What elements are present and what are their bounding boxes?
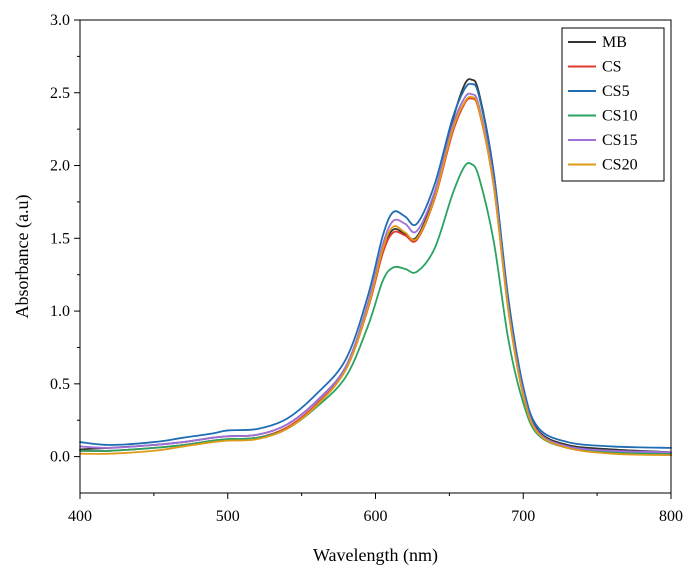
x-tick-label: 400: [68, 508, 92, 525]
y-tick-label: 3.0: [50, 12, 70, 29]
y-tick-label: 1.0: [50, 303, 70, 320]
series-line-cs10: [79, 162, 672, 455]
legend-label: CS15: [602, 132, 638, 149]
legend: MB CS CS5 CS10 CS15 CS20: [561, 27, 665, 182]
x-tick-label: 500: [216, 508, 240, 525]
legend-label: CS5: [602, 83, 630, 100]
legend-label: CS20: [602, 157, 638, 174]
series-line-cs20: [79, 95, 672, 457]
y-tick-label: 0.0: [50, 449, 70, 466]
y-axis-title: Absorbance (a.u): [12, 195, 33, 319]
legend-box: [561, 27, 665, 182]
y-tick-label: 0.5: [50, 376, 70, 393]
legend-label: CS: [602, 59, 622, 76]
axis-ticks: [74, 19, 672, 499]
x-tick-label: 600: [364, 508, 388, 525]
legend-label: MB: [602, 34, 627, 51]
series-lines: [79, 78, 672, 457]
legend-label: CS10: [602, 108, 638, 125]
y-tick-label: 1.5: [50, 230, 70, 247]
x-axis-title: Wavelength (nm): [313, 545, 438, 566]
tick-labels: 400 500 600 700 800 0.0 0.5 1.0 1.5 2.0 2.5 3.0: [50, 12, 683, 525]
series-line-cs5: [79, 82, 672, 449]
x-tick-label: 700: [511, 508, 535, 525]
x-tick-label: 800: [659, 508, 683, 525]
y-tick-label: 2.5: [50, 85, 70, 102]
y-tick-label: 2.0: [50, 158, 70, 175]
